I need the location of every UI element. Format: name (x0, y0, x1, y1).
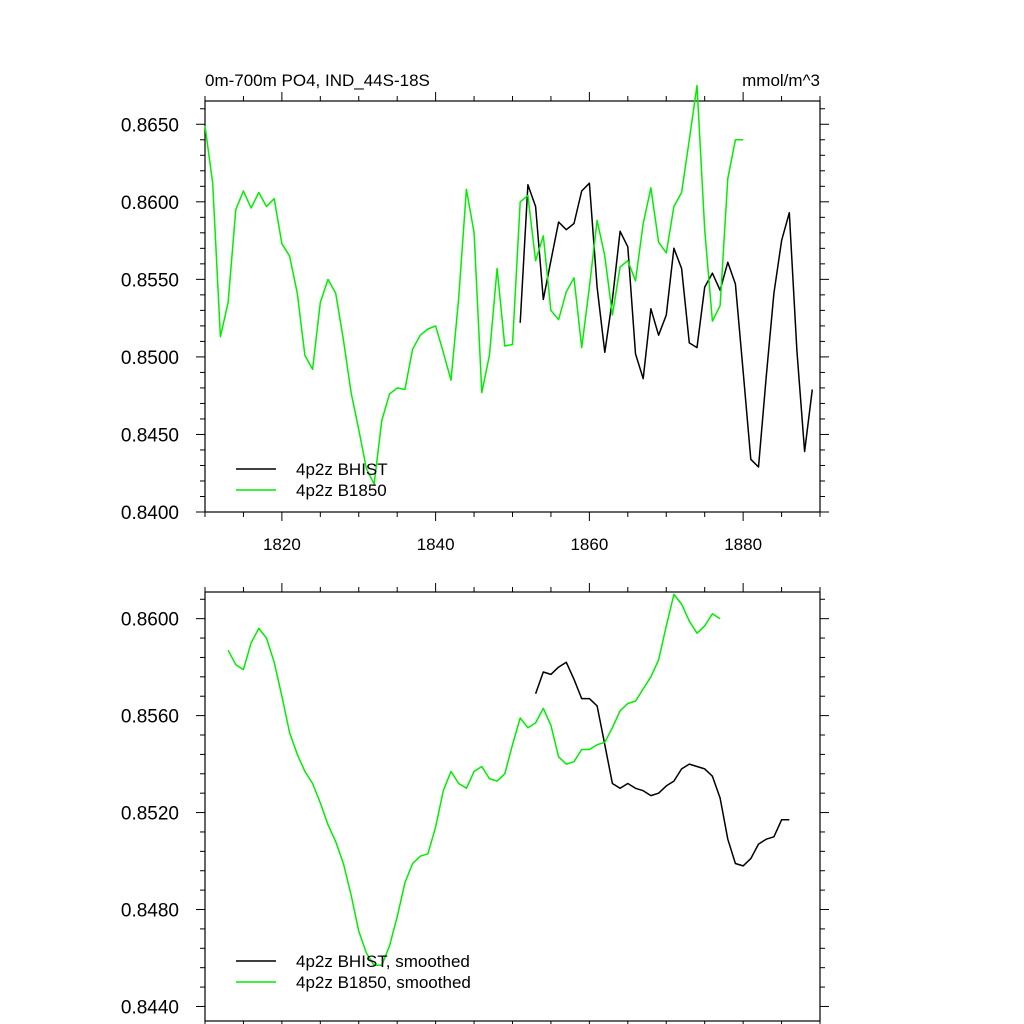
y-tick-label: 0.8520 (121, 804, 179, 825)
y-tick-label: 0.8480 (121, 901, 179, 922)
top-legend: 4p2z BHIST 4p2z B1850 (236, 460, 388, 500)
y-tick-label: 0.8650 (121, 115, 179, 136)
y-tick-label: 0.8400 (121, 503, 179, 524)
top-chart-title: 0m-700m PO4, IND_44S-18S (205, 71, 430, 90)
y-tick-label: 0.8600 (121, 610, 179, 631)
top-axis-ticks: 1820 1840 1860 1880 0.8400 0.8450 0.8500 0.8550… (121, 92, 829, 554)
y-tick-label: 0.8450 (121, 425, 179, 446)
x-tick-label: 1820 (263, 535, 301, 554)
y-tick-label: 0.8500 (121, 348, 179, 369)
x-tick-label: 1840 (417, 535, 455, 554)
series-line-bhist (519, 182, 814, 468)
y-tick-label: 0.8560 (121, 707, 179, 728)
y-tick-label: 0.8600 (121, 193, 179, 214)
bottom-panel: 0.8440 0.8480 0.8520 0.8560 0.8600 4p2z BHIS… (121, 583, 829, 1024)
series-line-b1850 (204, 84, 744, 485)
series-line-bhist (534, 661, 790, 867)
top-chart-units: mmol/m^3 (742, 71, 820, 90)
top-plot-frame (204, 100, 821, 513)
bottom-legend-label-b1850: 4p2z B1850, smoothed (296, 973, 471, 992)
top-legend-label-b1850: 4p2z B1850 (296, 481, 387, 500)
bottom-series-group (227, 593, 790, 967)
bottom-legend: 4p2z BHIST, smoothed 4p2z B1850, smoothe… (236, 952, 471, 992)
series-line-b1850 (227, 593, 721, 967)
y-tick-label: 0.8440 (121, 997, 179, 1018)
x-tick-label: 1880 (724, 535, 762, 554)
top-panel: 0m-700m PO4, IND_44S-18S mmol/m^3 1820 18… (121, 71, 829, 554)
top-legend-label-bhist: 4p2z BHIST (296, 460, 388, 479)
y-tick-label: 0.8550 (121, 270, 179, 291)
bottom-legend-label-bhist: 4p2z BHIST, smoothed (296, 952, 470, 971)
x-tick-label: 1860 (570, 535, 608, 554)
top-series-group (204, 84, 814, 485)
bottom-axis-ticks: 0.8440 0.8480 0.8520 0.8560 0.8600 (121, 583, 829, 1024)
